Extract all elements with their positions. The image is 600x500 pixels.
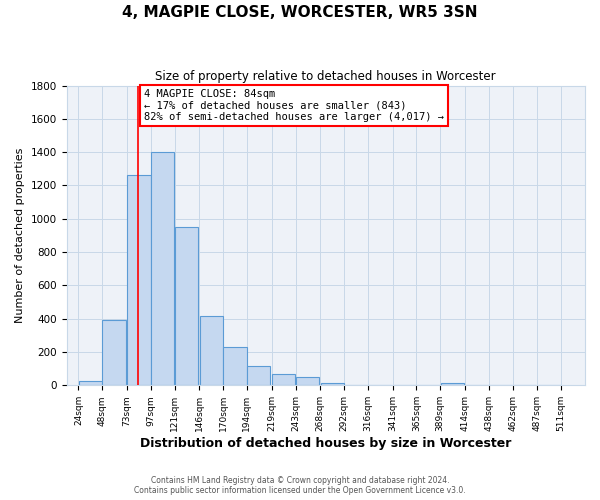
Bar xyxy=(151,152,175,386)
Title: Size of property relative to detached houses in Worcester: Size of property relative to detached ho… xyxy=(155,70,496,83)
Bar xyxy=(320,383,344,386)
Text: 4 MAGPIE CLOSE: 84sqm
← 17% of detached houses are smaller (843)
82% of semi-det: 4 MAGPIE CLOSE: 84sqm ← 17% of detached … xyxy=(144,89,444,122)
Bar xyxy=(200,316,223,386)
Bar xyxy=(440,383,464,386)
Bar xyxy=(103,320,126,386)
Bar xyxy=(272,374,295,386)
Text: Contains HM Land Registry data © Crown copyright and database right 2024.
Contai: Contains HM Land Registry data © Crown c… xyxy=(134,476,466,495)
Bar xyxy=(344,384,368,386)
Bar xyxy=(296,377,319,386)
Text: 4, MAGPIE CLOSE, WORCESTER, WR5 3SN: 4, MAGPIE CLOSE, WORCESTER, WR5 3SN xyxy=(122,5,478,20)
Bar xyxy=(247,366,271,386)
Bar xyxy=(368,384,391,386)
Bar xyxy=(175,227,198,386)
Bar xyxy=(79,381,102,386)
Bar xyxy=(223,347,247,386)
Bar xyxy=(127,176,151,386)
Y-axis label: Number of detached properties: Number of detached properties xyxy=(15,148,25,323)
X-axis label: Distribution of detached houses by size in Worcester: Distribution of detached houses by size … xyxy=(140,437,511,450)
